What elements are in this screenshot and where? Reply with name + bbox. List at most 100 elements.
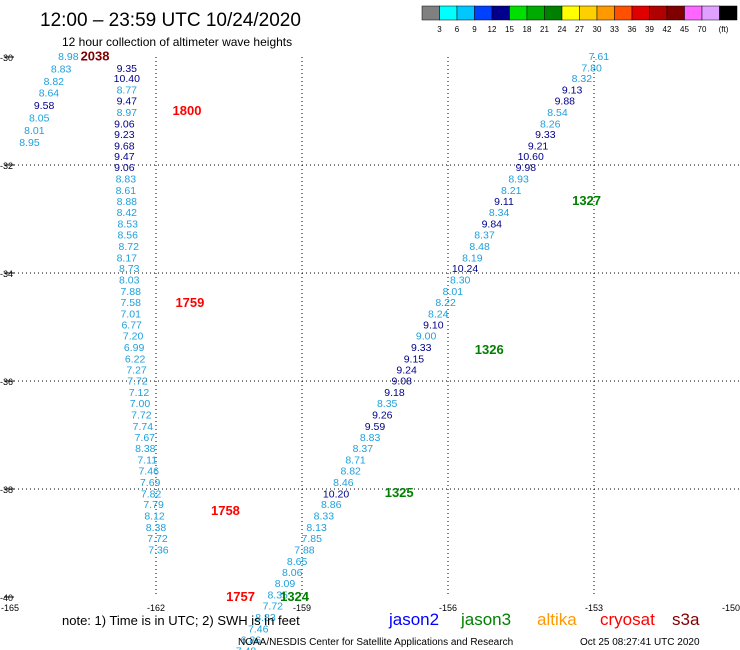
colorbar-label: 9 xyxy=(472,25,477,34)
swh-value-jason3: 9.13 xyxy=(562,84,583,96)
pass-time-label: 1800 xyxy=(173,103,202,118)
swh-value-jason3: 8.09 xyxy=(275,578,296,590)
swh-value-cryosat: 7.72 xyxy=(131,409,152,421)
x-tick-label: -159 xyxy=(293,603,311,613)
swh-value-s3a: 8.98 xyxy=(58,51,79,63)
pass-time-label: 1326 xyxy=(475,342,504,357)
x-tick-label: -156 xyxy=(439,603,457,613)
swh-value-s3a: 9.58 xyxy=(34,100,55,112)
colorbar-swatch xyxy=(561,5,580,21)
colorbar-swatch xyxy=(684,5,703,21)
swh-value-jason3: 9.26 xyxy=(372,409,393,421)
swh-value-jason3: 9.33 xyxy=(411,342,432,354)
swh-value-s3a: 8.82 xyxy=(44,76,65,88)
swh-value-jason3: 9.33 xyxy=(535,129,556,141)
swh-value-cryosat: 9.47 xyxy=(114,151,135,163)
swh-value-cryosat: 8.97 xyxy=(117,107,138,119)
swh-value-cryosat: 6.77 xyxy=(121,319,142,331)
x-tick-label: -153 xyxy=(585,603,603,613)
swh-value-jason3: 8.35 xyxy=(377,398,398,410)
swh-value-jason3: 9.59 xyxy=(365,421,386,433)
swh-value-cryosat: 8.72 xyxy=(119,241,140,253)
swh-value-jason3: 8.37 xyxy=(353,443,374,455)
swh-value-cryosat: 9.35 xyxy=(117,63,138,75)
swh-value-jason3: 9.10 xyxy=(423,319,444,331)
swh-value-cryosat: 6.99 xyxy=(124,342,145,354)
swh-value-cryosat: 8.38 xyxy=(146,522,167,534)
swh-value-jason3: 8.71 xyxy=(345,454,366,466)
swh-value-jason3: 9.84 xyxy=(482,218,503,230)
swh-value-jason3: 8.54 xyxy=(547,107,568,119)
swh-value-cryosat: 8.12 xyxy=(144,510,165,522)
colorbar-swatch xyxy=(666,5,685,21)
y-tick-label: -36 xyxy=(0,377,13,387)
footer-note: note: 1) Time is in UTC; 2) SWH is in fe… xyxy=(62,613,300,628)
swh-value-cryosat: 8.61 xyxy=(116,185,137,197)
swh-value-s3a: 8.01 xyxy=(24,125,45,137)
y-tick-label: -32 xyxy=(0,161,13,171)
swh-value-jason3: 7.88 xyxy=(294,544,315,556)
colorbar-label: 24 xyxy=(558,25,567,34)
swh-value-jason3: 8.82 xyxy=(340,466,361,478)
pass-time-label: 1327 xyxy=(572,193,601,208)
x-tick-label: -165 xyxy=(1,603,19,613)
y-tick-label: -30 xyxy=(0,53,13,63)
swh-value-jason3: 8.13 xyxy=(306,522,327,534)
swh-value-cryosat: 8.03 xyxy=(119,274,140,286)
colorbar-label: 27 xyxy=(575,25,584,34)
colorbar-label: 30 xyxy=(593,25,602,34)
swh-value-jason3: 8.01 xyxy=(443,286,464,298)
swh-value-jason3: 9.88 xyxy=(555,96,576,108)
swh-value-jason3: 6.86 xyxy=(241,635,262,647)
swh-value-jason3: 8.34 xyxy=(489,207,510,219)
swh-value-jason3: 8.30 xyxy=(450,274,471,286)
satellite-legend-jason3: jason3 xyxy=(460,610,511,629)
swh-value-cryosat: 9.47 xyxy=(117,96,138,108)
swh-value-cryosat: 9.68 xyxy=(114,141,135,153)
pass-time-label: 1758 xyxy=(211,503,240,518)
swh-value-cryosat: 8.73 xyxy=(119,263,140,275)
pass-time-label: 1757 xyxy=(226,589,255,604)
swh-value-jason3: 9.15 xyxy=(404,353,425,365)
swh-value-jason3: 8.06 xyxy=(282,567,303,579)
swh-value-cryosat: 7.69 xyxy=(140,477,161,489)
swh-value-jason3: 9.98 xyxy=(516,162,537,174)
swh-value-cryosat: 7.11 xyxy=(137,454,157,466)
colorbar-label: 12 xyxy=(488,25,497,34)
swh-value-cryosat: 9.06 xyxy=(114,118,135,130)
swh-value-cryosat: 8.38 xyxy=(135,443,156,455)
colorbar-label: 42 xyxy=(663,25,672,34)
colorbar-swatch xyxy=(421,5,440,21)
swh-value-jason3: 9.24 xyxy=(396,365,417,377)
swh-value-cryosat: 7.72 xyxy=(147,533,168,545)
colorbar-swatch xyxy=(456,5,475,21)
colorbar-swatch xyxy=(579,5,598,21)
satellite-legend: jason2 jason3 altika cryosat s3a xyxy=(388,610,700,629)
swh-value-s3a: 8.83 xyxy=(51,63,72,75)
swh-value-jason3: 7.48 xyxy=(236,645,257,650)
swh-value-jason3: 8.46 xyxy=(333,477,354,489)
color-scale-legend: 3 6 9 12 15 18 21 24 27 30 33 36 39 42 45 70 (ft) xyxy=(421,5,738,34)
y-tick-label: -34 xyxy=(0,269,13,279)
pass-time-label: 1325 xyxy=(385,485,414,500)
chart-title: 12:00 – 23:59 UTC 10/24/2020 xyxy=(40,10,301,31)
satellite-legend-s3a: s3a xyxy=(672,610,700,629)
swh-value-jason3: 8.24 xyxy=(428,309,449,321)
time-labels: 2038 1800 1759 1758 1757 1327 1326 1325 1324 xyxy=(81,48,601,604)
swh-value-jason3: 7.85 xyxy=(302,533,323,545)
grid xyxy=(10,57,740,597)
colorbar-label: 39 xyxy=(645,25,654,34)
swh-value-cryosat: 7.58 xyxy=(120,297,141,309)
swh-value-cryosat: 7.82 xyxy=(141,488,162,500)
swh-value-jason3: 9.18 xyxy=(384,387,405,399)
swh-value-cryosat: 6.22 xyxy=(125,353,146,365)
satellite-legend-cryosat: cryosat xyxy=(600,610,655,629)
pass-time-label: 1324 xyxy=(280,589,310,604)
footer-credit: NOAA/NESDIS Center for Satellite Applica… xyxy=(238,637,513,648)
swh-value-cryosat: 7.20 xyxy=(123,331,144,343)
colorbar-swatch xyxy=(439,5,458,21)
swh-value-jason3: 8.86 xyxy=(321,499,342,511)
colorbar-swatch xyxy=(631,5,650,21)
swh-value-jason3: 8.93 xyxy=(508,174,529,186)
